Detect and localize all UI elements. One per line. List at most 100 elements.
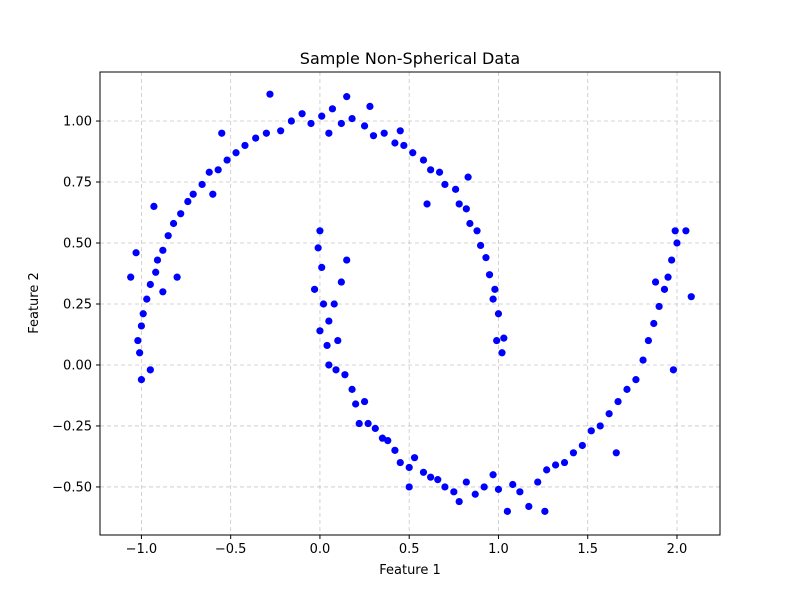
data-point bbox=[516, 488, 524, 496]
data-point bbox=[159, 246, 167, 254]
data-point bbox=[184, 197, 192, 206]
data-point bbox=[660, 285, 669, 293]
data-point bbox=[325, 129, 333, 137]
data-point bbox=[310, 285, 319, 293]
data-point bbox=[669, 366, 678, 374]
y-tick-label: 0.50 bbox=[63, 237, 92, 252]
y-tick-label: 0.00 bbox=[63, 358, 92, 373]
data-point bbox=[364, 419, 372, 428]
data-point bbox=[441, 483, 449, 491]
data-point bbox=[462, 478, 470, 486]
y-axis-label: Feature 2 bbox=[27, 272, 42, 334]
x-tick-label: 0.0 bbox=[310, 542, 331, 557]
data-point bbox=[578, 441, 586, 450]
data-point bbox=[298, 110, 306, 118]
x-tick-label: 0.5 bbox=[399, 542, 420, 557]
data-point bbox=[673, 239, 681, 247]
data-point bbox=[668, 256, 676, 264]
data-point bbox=[371, 424, 379, 432]
data-point bbox=[541, 507, 549, 515]
data-point bbox=[169, 219, 178, 228]
data-point bbox=[146, 280, 154, 289]
data-point bbox=[218, 129, 226, 137]
x-tick-label: −0.5 bbox=[215, 542, 247, 557]
data-point bbox=[434, 476, 442, 484]
data-point bbox=[605, 410, 613, 418]
data-point bbox=[650, 319, 658, 328]
y-tick-label: −0.50 bbox=[52, 480, 92, 495]
data-point bbox=[466, 219, 474, 228]
data-point bbox=[671, 227, 679, 235]
data-point bbox=[343, 93, 351, 101]
data-point bbox=[405, 483, 413, 491]
y-tick-label: −0.25 bbox=[52, 419, 92, 434]
data-point bbox=[316, 327, 324, 335]
data-point bbox=[252, 134, 260, 142]
data-point bbox=[189, 190, 197, 198]
data-point bbox=[664, 273, 672, 281]
data-point bbox=[644, 336, 653, 345]
data-point bbox=[159, 288, 167, 296]
grid bbox=[100, 72, 720, 535]
x-tick-label: 1.0 bbox=[488, 542, 509, 557]
data-point bbox=[396, 127, 404, 135]
data-point bbox=[337, 119, 345, 128]
data-point bbox=[623, 385, 631, 393]
data-point bbox=[489, 471, 497, 479]
chart-title: Sample Non-Spherical Data bbox=[300, 49, 520, 68]
y-axis-ticks: −0.50 −0.25 0.00 0.25 0.50 0.75 1.00 bbox=[52, 115, 100, 495]
data-point bbox=[355, 419, 363, 428]
data-point bbox=[560, 458, 569, 467]
data-point bbox=[232, 149, 240, 157]
data-point bbox=[614, 397, 622, 406]
data-point bbox=[655, 302, 663, 311]
data-point bbox=[396, 458, 404, 467]
data-point bbox=[139, 310, 147, 318]
data-point bbox=[328, 105, 337, 113]
data-point bbox=[177, 210, 185, 218]
data-point bbox=[132, 249, 140, 257]
data-point bbox=[127, 273, 135, 281]
data-point bbox=[587, 427, 595, 435]
data-point bbox=[482, 254, 490, 262]
data-point bbox=[464, 173, 472, 181]
data-point bbox=[378, 434, 387, 442]
data-point bbox=[366, 102, 374, 110]
data-point bbox=[152, 268, 160, 276]
data-point bbox=[146, 366, 154, 374]
x-tick-label: 2.0 bbox=[667, 542, 688, 557]
y-tick-label: 1.00 bbox=[63, 115, 92, 130]
data-point bbox=[205, 168, 213, 176]
data-point bbox=[323, 341, 331, 350]
data-point bbox=[419, 468, 428, 476]
data-point bbox=[348, 385, 356, 393]
data-point bbox=[325, 361, 333, 369]
data-point bbox=[314, 244, 322, 252]
data-point bbox=[462, 205, 470, 213]
data-point bbox=[360, 122, 369, 130]
data-point bbox=[473, 227, 481, 235]
data-point bbox=[391, 139, 399, 147]
data-point bbox=[318, 263, 326, 271]
data-point bbox=[498, 349, 506, 357]
data-point bbox=[651, 278, 660, 286]
data-point bbox=[319, 300, 328, 308]
y-tick-label: 0.75 bbox=[63, 176, 92, 191]
data-point bbox=[307, 119, 315, 128]
data-point bbox=[503, 507, 511, 515]
data-point bbox=[380, 129, 388, 137]
data-point bbox=[405, 463, 413, 472]
data-point bbox=[134, 336, 142, 345]
data-point bbox=[332, 366, 340, 374]
data-point bbox=[360, 397, 369, 406]
data-point bbox=[164, 232, 172, 240]
data-point bbox=[143, 295, 151, 303]
y-tick-label: 0.25 bbox=[63, 297, 92, 312]
data-point bbox=[569, 449, 578, 457]
data-point bbox=[419, 156, 428, 164]
data-point bbox=[150, 202, 158, 211]
data-point bbox=[612, 449, 620, 457]
data-point bbox=[266, 90, 274, 98]
data-point bbox=[343, 256, 351, 264]
